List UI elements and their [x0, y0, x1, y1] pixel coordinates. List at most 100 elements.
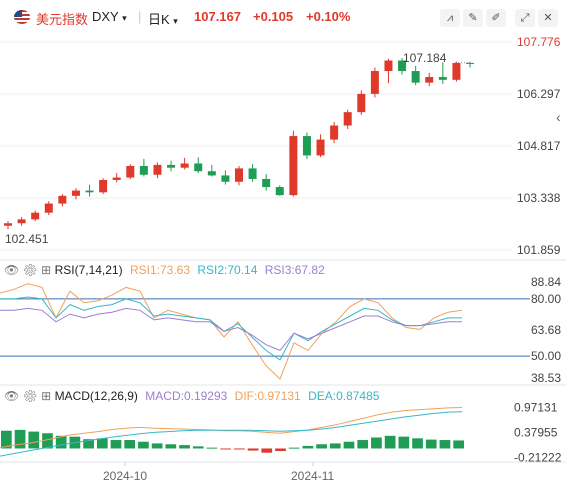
macd-bar — [151, 443, 163, 449]
macd-bar — [234, 448, 245, 450]
macd-bar — [110, 440, 122, 449]
macd-histogram — [1, 429, 464, 453]
candle-body — [357, 93, 366, 113]
macd-bar — [439, 440, 451, 449]
candle-body — [384, 60, 393, 72]
candle-body — [71, 190, 80, 196]
eye-icon[interactable]: 👁 — [4, 389, 20, 403]
symbol-cn-name: 美元指数 — [36, 12, 89, 27]
candle-body — [99, 180, 108, 193]
low-price-label: 102.451 — [5, 232, 49, 246]
time-tick-label: 2024-11 — [291, 469, 334, 483]
high-price-label: 107.184 — [403, 51, 447, 65]
macd-bar — [329, 443, 341, 449]
macd-value: MACD:0.19293 — [145, 389, 228, 403]
settings-icon[interactable]: ⚙ — [22, 263, 38, 277]
macd-bar — [288, 447, 300, 449]
macd-bar — [247, 448, 259, 451]
candle-body — [262, 178, 271, 188]
macd-bar — [96, 438, 108, 449]
price-change: +0.105 — [253, 9, 294, 24]
macd-bar — [83, 439, 94, 449]
candle-body — [17, 219, 26, 224]
macd-bar — [357, 440, 369, 449]
rsi3-line — [0, 307, 462, 352]
settings-icon[interactable]: ⚙ — [22, 389, 38, 403]
candle-body — [330, 125, 339, 140]
macd-bar — [398, 436, 410, 449]
macd-series — [0, 407, 463, 457]
indicator-button[interactable]: ⩘ — [440, 9, 460, 27]
fullscreen-icon: ⤢ — [520, 12, 530, 24]
candle-body — [126, 165, 135, 178]
macd-bar — [453, 440, 464, 449]
macd-bar — [261, 448, 273, 453]
macd-bar — [384, 435, 396, 449]
rsi-tick-label: 50.00 — [531, 349, 561, 363]
price-tick-label: 104.817 — [517, 139, 561, 153]
indicator-switch-icon[interactable]: ⊞ — [41, 263, 52, 277]
edit-button[interactable]: ✐ — [486, 9, 506, 27]
macd-bar — [316, 444, 327, 449]
dif-value: DIF:0.97131 — [234, 389, 301, 403]
macd-bar — [14, 429, 26, 449]
macd-axis: 0.97131 0.37955 -0.21222 — [514, 400, 562, 464]
candle-body — [425, 77, 434, 83]
macd-bar — [124, 440, 136, 449]
price-tick-label: 107.776 — [517, 35, 561, 49]
rsi2-line — [0, 296, 462, 361]
macd-bar — [220, 448, 231, 450]
macd-bar — [192, 446, 204, 449]
price-tick-label: 103.338 — [517, 191, 561, 205]
interval-selector[interactable]: 日K ▾ — [148, 9, 178, 28]
last-price: 107.167 — [194, 9, 241, 24]
candle-body — [58, 195, 67, 204]
macd-tick-label: -0.21222 — [514, 450, 562, 464]
macd-bar — [28, 431, 40, 449]
price-grid — [0, 41, 512, 251]
us-flag-icon — [14, 10, 30, 24]
fullscreen-button[interactable]: ⤢ — [515, 9, 535, 27]
candle-body — [85, 190, 94, 193]
candle-body — [411, 71, 420, 83]
rsi1-line — [0, 283, 463, 380]
rsi1-value: RSI1:73.63 — [129, 263, 190, 277]
candle-body — [398, 60, 407, 72]
rsi-tick-label: 63.68 — [531, 323, 561, 337]
rsi2-value: RSI2:70.14 — [197, 263, 258, 277]
collapse-chevron-icon[interactable]: ‹ — [556, 109, 561, 125]
macd-bar — [275, 448, 286, 452]
candle-body — [438, 77, 447, 80]
draw-button[interactable]: ✎ — [463, 9, 483, 27]
candle-body — [248, 168, 257, 179]
macd-title: MACD(12,26,9) — [54, 389, 138, 403]
dea-value: DEA:0.87485 — [308, 389, 380, 403]
price-tick-label: 106.297 — [517, 87, 561, 101]
candle-body — [289, 136, 298, 196]
macd-bar — [302, 445, 314, 449]
price-change-pct: +0.10% — [306, 9, 351, 24]
time-tick-label: 2024-10 — [103, 469, 147, 483]
indicator-switch-icon[interactable]: ⊞ — [41, 389, 52, 403]
macd-bar — [42, 433, 53, 449]
price-tick-label: 101.859 — [517, 243, 561, 257]
macd-bar — [165, 444, 177, 449]
indicator-icon: ⩘ — [446, 12, 454, 24]
eye-icon[interactable]: 👁 — [4, 263, 20, 277]
symbol-selector[interactable]: DXY ▾ — [92, 9, 127, 24]
macd-bar — [425, 439, 437, 449]
candle-body — [207, 171, 216, 176]
macd-bar — [206, 447, 218, 449]
close-button[interactable]: ✕ — [538, 9, 558, 27]
candle-body — [452, 62, 461, 80]
macd-bar — [412, 438, 423, 449]
candlestick-series — [4, 58, 474, 230]
divider: | — [138, 9, 142, 24]
rsi-tick-label: 38.53 — [531, 371, 561, 385]
rsi-header: 👁 ⚙ ⊞ RSI(7,14,21) RSI1:73.63 RSI2:70.14… — [4, 263, 325, 277]
interval-label: 日K — [148, 12, 170, 27]
brush-icon: ✐ — [491, 12, 501, 24]
chevron-down-icon: ▾ — [122, 13, 127, 23]
chart-header: 美元指数 DXY ▾ | 日K ▾ 107.167 +0.105 +0.10% … — [0, 0, 566, 34]
